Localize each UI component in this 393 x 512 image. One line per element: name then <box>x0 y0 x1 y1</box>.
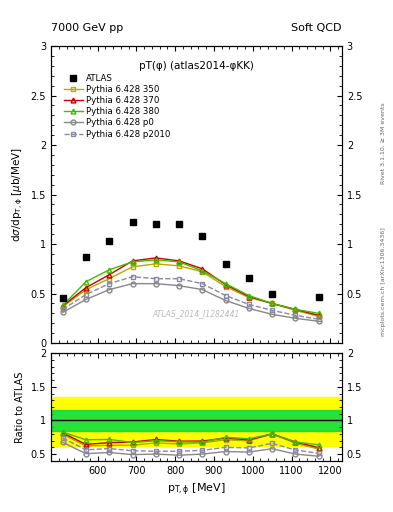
Text: 7000 GeV pp: 7000 GeV pp <box>51 23 123 33</box>
Text: ATLAS_2014_I1282441: ATLAS_2014_I1282441 <box>153 309 240 318</box>
Text: Soft QCD: Soft QCD <box>292 23 342 33</box>
Bar <box>51 397 342 446</box>
Legend: ATLAS, Pythia 6.428 350, Pythia 6.428 370, Pythia 6.428 380, Pythia 6.428 p0, Py: ATLAS, Pythia 6.428 350, Pythia 6.428 37… <box>61 71 173 141</box>
Y-axis label: d$\sigma$/dp$_{\rm T,\phi}$ [$\mu$b/MeV]: d$\sigma$/dp$_{\rm T,\phi}$ [$\mu$b/MeV] <box>11 147 25 242</box>
X-axis label: p$_{\rm T,\phi}$ [MeV]: p$_{\rm T,\phi}$ [MeV] <box>167 481 226 498</box>
Text: Rivet 3.1.10, ≥ 3M events: Rivet 3.1.10, ≥ 3M events <box>381 102 386 184</box>
Text: pT(φ) (atlas2014-φKK): pT(φ) (atlas2014-φKK) <box>139 61 254 71</box>
Text: mcplots.cern.ch [arXiv:1306.3436]: mcplots.cern.ch [arXiv:1306.3436] <box>381 227 386 336</box>
Bar <box>51 411 342 431</box>
Y-axis label: Ratio to ATLAS: Ratio to ATLAS <box>15 371 25 443</box>
